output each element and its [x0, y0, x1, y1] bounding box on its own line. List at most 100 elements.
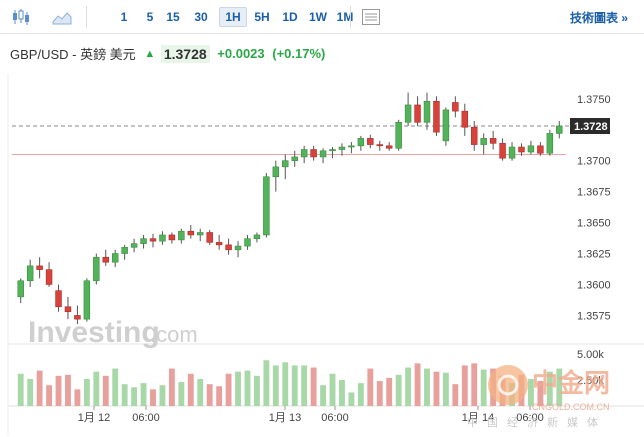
- price-tick-label: 1.3750: [577, 94, 611, 106]
- timeframe-1m[interactable]: 1M: [336, 10, 354, 24]
- cngold-tagline: 中国经济新媒体: [467, 415, 607, 429]
- volume-bar: [452, 384, 459, 406]
- candle-down: [452, 102, 459, 112]
- price-chart: Investing.com1.37501.37251.37001.36751.3…: [7, 74, 644, 436]
- candle-up: [546, 133, 554, 154]
- volume-bar: [36, 370, 43, 406]
- candle-down: [225, 244, 232, 251]
- volume-bar: [235, 371, 241, 406]
- candle-down: [385, 145, 393, 149]
- instrument-title: GBP/USD - 英鎊 美元: [10, 47, 136, 62]
- candle-up: [234, 245, 242, 251]
- area-chart-icon[interactable]: [52, 8, 72, 26]
- volume-bar: [131, 387, 138, 406]
- candle-up: [93, 256, 100, 282]
- candle-down: [102, 256, 109, 263]
- timeframe-30[interactable]: 30: [194, 10, 208, 24]
- time-label: 1月 12: [78, 412, 110, 424]
- candle-up: [83, 280, 91, 320]
- candle-down: [45, 269, 53, 285]
- cngold-logo-ring: [497, 374, 519, 396]
- volume-bar: [329, 373, 336, 406]
- volume-tick-label: 5.00k: [577, 349, 604, 361]
- volume-bar: [65, 374, 71, 406]
- candle-up: [121, 247, 128, 254]
- volume-bar: [386, 377, 393, 406]
- settings-panel-icon[interactable]: [361, 8, 381, 26]
- time-label: 06:00: [516, 412, 544, 424]
- volume-bar: [433, 371, 440, 406]
- volume-bar: [27, 378, 34, 406]
- volume-bar: [55, 375, 62, 406]
- candle-down: [518, 146, 525, 153]
- volume-bar: [272, 365, 279, 406]
- investing-watermark-suffix: .com: [150, 322, 198, 347]
- volume-bar: [93, 371, 100, 406]
- price-tick-label: 1.3650: [577, 218, 611, 230]
- cngold-brand: 中金网: [532, 368, 610, 398]
- volume-bar: [291, 365, 298, 406]
- volume-bar: [178, 382, 185, 406]
- timeframe-1h[interactable]: 1H: [219, 7, 247, 27]
- timeframe-15[interactable]: 15: [166, 10, 180, 24]
- volume-bar: [263, 360, 270, 406]
- candle-up: [329, 149, 336, 152]
- candle-up: [130, 243, 138, 248]
- volume-bar: [395, 374, 402, 406]
- candle-up: [140, 238, 147, 244]
- chart-toolbar: 1 5 15 30 1H 5H 1D 1W 1M 技術圖表 »: [0, 0, 644, 34]
- candle-up: [404, 104, 412, 123]
- volume-bar: [121, 384, 128, 406]
- investing-watermark: Investing: [28, 316, 160, 349]
- price-tick-label: 1.3700: [577, 156, 611, 168]
- volume-bar: [461, 365, 468, 406]
- candle-down: [215, 242, 223, 246]
- volume-bar: [301, 365, 308, 406]
- candle-down: [537, 145, 544, 154]
- volume-tick-label: 2.50k: [577, 375, 604, 387]
- volume-bar: [17, 373, 24, 406]
- price-tick-label: 1.3575: [577, 310, 611, 322]
- candle-up: [17, 280, 24, 298]
- volume-bar: [376, 381, 383, 406]
- current-price-label: 1.3728: [574, 121, 608, 133]
- candle-up: [178, 230, 185, 241]
- candle-down: [499, 143, 506, 159]
- volume-bar: [187, 373, 194, 406]
- candle-down: [168, 234, 176, 241]
- candlestick-chart-icon[interactable]: [11, 8, 31, 26]
- volume-bar: [282, 362, 289, 406]
- candle-down: [367, 138, 374, 145]
- candle-up: [282, 160, 289, 168]
- volume-bar: [150, 389, 156, 406]
- candle-down: [461, 110, 469, 128]
- candle-down: [489, 138, 497, 144]
- volume-bar: [537, 381, 544, 406]
- candle-down: [187, 230, 195, 236]
- volume-bar: [216, 386, 223, 406]
- candle-down: [376, 144, 383, 147]
- candle-down: [74, 315, 81, 320]
- timeframe-5[interactable]: 5: [146, 10, 154, 24]
- candle-up: [244, 238, 251, 247]
- volume-bar: [442, 372, 449, 406]
- candle-up: [527, 145, 535, 153]
- candle-down: [471, 126, 478, 145]
- timeframe-5h[interactable]: 5H: [254, 10, 270, 24]
- tech-chart-link[interactable]: 技術圖表 »: [570, 9, 628, 26]
- candle-up: [263, 176, 270, 236]
- timeframe-1[interactable]: 1: [120, 10, 128, 24]
- timeframe-1w[interactable]: 1W: [309, 10, 327, 24]
- candle-up: [357, 138, 365, 147]
- candle-up: [319, 150, 327, 158]
- candle-up: [395, 121, 402, 149]
- candle-down: [310, 149, 317, 158]
- volume-bar: [348, 392, 355, 406]
- volume-bar: [244, 370, 251, 406]
- volume-bar: [556, 368, 563, 406]
- volume-bar: [424, 368, 430, 406]
- volume-bar: [320, 385, 326, 406]
- candle-up: [423, 100, 431, 123]
- cngold-domain: CNGOLD.COM.CN: [532, 402, 610, 412]
- timeframe-1d[interactable]: 1D: [282, 10, 298, 24]
